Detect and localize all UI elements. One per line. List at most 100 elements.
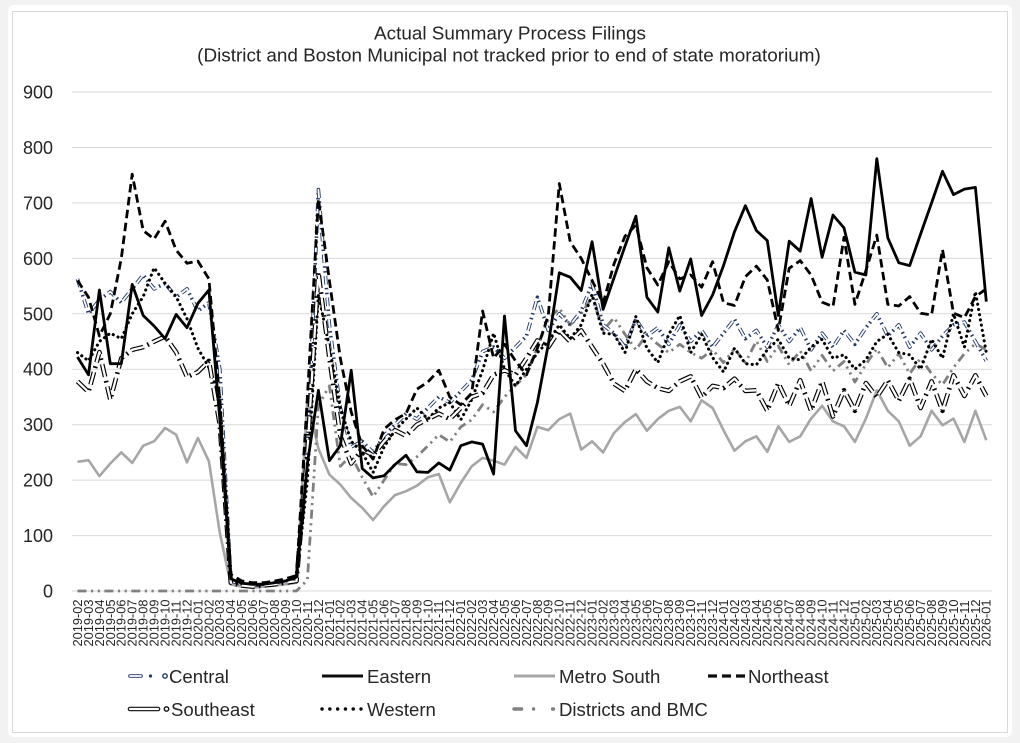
- svg-text:2019-05: 2019-05: [103, 600, 118, 647]
- svg-text:2021-10: 2021-10: [420, 600, 435, 647]
- svg-text:2025-12: 2025-12: [968, 600, 983, 647]
- svg-text:2020-05: 2020-05: [234, 600, 249, 647]
- svg-text:2019-03: 2019-03: [81, 600, 96, 647]
- svg-text:0: 0: [43, 582, 53, 602]
- svg-text:2025-10: 2025-10: [946, 600, 961, 647]
- svg-text:2023-07: 2023-07: [650, 600, 665, 647]
- svg-text:2023-01: 2023-01: [585, 600, 600, 647]
- svg-text:200: 200: [23, 471, 53, 491]
- svg-text:2022-02: 2022-02: [464, 600, 479, 647]
- svg-text:2026-01: 2026-01: [979, 600, 994, 647]
- svg-text:Eastern: Eastern: [367, 666, 431, 687]
- svg-text:2023-11: 2023-11: [694, 600, 709, 646]
- svg-text:2025-04: 2025-04: [880, 600, 895, 647]
- svg-text:500: 500: [23, 304, 53, 324]
- svg-text:2025-02: 2025-02: [858, 600, 873, 647]
- svg-text:300: 300: [23, 415, 53, 435]
- svg-text:Northeast: Northeast: [748, 666, 829, 687]
- svg-text:800: 800: [23, 138, 53, 158]
- svg-text:2020-03: 2020-03: [212, 600, 227, 647]
- svg-text:2024-08: 2024-08: [793, 600, 808, 647]
- svg-text:Western: Western: [367, 699, 436, 720]
- svg-text:400: 400: [23, 360, 53, 380]
- svg-text:2024-09: 2024-09: [804, 600, 819, 647]
- svg-text:2020-08: 2020-08: [267, 600, 282, 647]
- svg-text:2025-03: 2025-03: [869, 600, 884, 647]
- svg-text:2024-07: 2024-07: [782, 600, 797, 647]
- svg-text:2021-07: 2021-07: [387, 600, 402, 647]
- svg-text:Southeast: Southeast: [171, 699, 256, 720]
- svg-text:Actual Summary Process Filings: Actual Summary Process Filings: [374, 24, 646, 45]
- svg-text:2023-09: 2023-09: [672, 600, 687, 647]
- svg-text:2019-11: 2019-11: [169, 600, 184, 646]
- svg-text:2022-01: 2022-01: [453, 600, 468, 647]
- svg-text:900: 900: [23, 83, 53, 103]
- svg-text:2024-12: 2024-12: [836, 600, 851, 647]
- svg-text:700: 700: [23, 193, 53, 213]
- svg-text:(District and Boston Municipal: (District and Boston Municipal not track…: [197, 46, 821, 67]
- svg-text:Districts and BMC: Districts and BMC: [559, 699, 708, 720]
- svg-text:2021-03: 2021-03: [344, 600, 359, 647]
- svg-text:2020-12: 2020-12: [311, 600, 326, 647]
- svg-text:2024-01: 2024-01: [716, 600, 731, 647]
- svg-text:2025-09: 2025-09: [935, 600, 950, 647]
- svg-text:2021-01: 2021-01: [322, 600, 337, 647]
- svg-text:2024-02: 2024-02: [727, 600, 742, 647]
- svg-text:2024-06: 2024-06: [771, 600, 786, 647]
- svg-text:2019-07: 2019-07: [125, 600, 140, 647]
- svg-text:600: 600: [23, 249, 53, 269]
- svg-text:2024-11: 2024-11: [825, 600, 840, 646]
- svg-text:2021-11: 2021-11: [431, 600, 446, 646]
- svg-text:2022-10: 2022-10: [552, 600, 567, 647]
- svg-text:2021-05: 2021-05: [366, 600, 381, 647]
- svg-text:2020-02: 2020-02: [201, 600, 216, 647]
- svg-text:2022-08: 2022-08: [530, 600, 545, 647]
- svg-text:2023-05: 2023-05: [628, 600, 643, 647]
- svg-text:2020-06: 2020-06: [245, 600, 260, 647]
- svg-text:2020-07: 2020-07: [256, 600, 271, 647]
- svg-text:2021-02: 2021-02: [333, 600, 348, 647]
- svg-text:2024-03: 2024-03: [738, 600, 753, 647]
- svg-text:2022-05: 2022-05: [497, 600, 512, 647]
- svg-text:Metro South: Metro South: [559, 666, 660, 687]
- svg-text:2025-05: 2025-05: [891, 600, 906, 647]
- svg-text:2020-09: 2020-09: [278, 600, 293, 647]
- svg-text:2023-10: 2023-10: [683, 600, 698, 647]
- svg-text:2022-03: 2022-03: [475, 600, 490, 647]
- svg-text:2019-10: 2019-10: [158, 600, 173, 647]
- svg-text:2019-02: 2019-02: [70, 600, 85, 647]
- svg-text:2025-06: 2025-06: [902, 600, 917, 647]
- svg-text:2019-06: 2019-06: [114, 600, 129, 647]
- svg-text:2021-08: 2021-08: [398, 600, 413, 647]
- svg-text:2025-07: 2025-07: [913, 600, 928, 647]
- svg-text:2022-06: 2022-06: [508, 600, 523, 647]
- svg-text:2021-12: 2021-12: [442, 600, 457, 647]
- svg-text:2022-11: 2022-11: [563, 600, 578, 646]
- svg-text:2019-09: 2019-09: [147, 600, 162, 647]
- svg-text:Central: Central: [169, 666, 229, 687]
- svg-text:2021-09: 2021-09: [409, 600, 424, 647]
- svg-text:2023-08: 2023-08: [661, 600, 676, 647]
- svg-text:2020-11: 2020-11: [300, 600, 315, 646]
- svg-text:2022-09: 2022-09: [541, 600, 556, 647]
- svg-text:2019-12: 2019-12: [179, 600, 194, 647]
- svg-text:2022-04: 2022-04: [486, 600, 501, 647]
- svg-text:2020-10: 2020-10: [289, 600, 304, 647]
- svg-text:2025-11: 2025-11: [957, 600, 972, 646]
- svg-text:2023-02: 2023-02: [596, 600, 611, 647]
- svg-text:2021-04: 2021-04: [355, 600, 370, 647]
- svg-text:2019-04: 2019-04: [92, 600, 107, 647]
- svg-text:2023-03: 2023-03: [606, 600, 621, 647]
- svg-text:100: 100: [23, 526, 53, 546]
- svg-text:2019-08: 2019-08: [136, 600, 151, 647]
- svg-text:2022-07: 2022-07: [519, 600, 534, 647]
- svg-text:2020-04: 2020-04: [223, 600, 238, 647]
- svg-text:2024-04: 2024-04: [749, 600, 764, 647]
- svg-text:2024-10: 2024-10: [815, 600, 830, 647]
- svg-text:2022-12: 2022-12: [574, 600, 589, 647]
- svg-text:2025-08: 2025-08: [924, 600, 939, 647]
- svg-text:2021-06: 2021-06: [377, 600, 392, 647]
- svg-text:2023-06: 2023-06: [639, 600, 654, 647]
- svg-text:2023-12: 2023-12: [705, 600, 720, 647]
- svg-text:2023-04: 2023-04: [617, 600, 632, 647]
